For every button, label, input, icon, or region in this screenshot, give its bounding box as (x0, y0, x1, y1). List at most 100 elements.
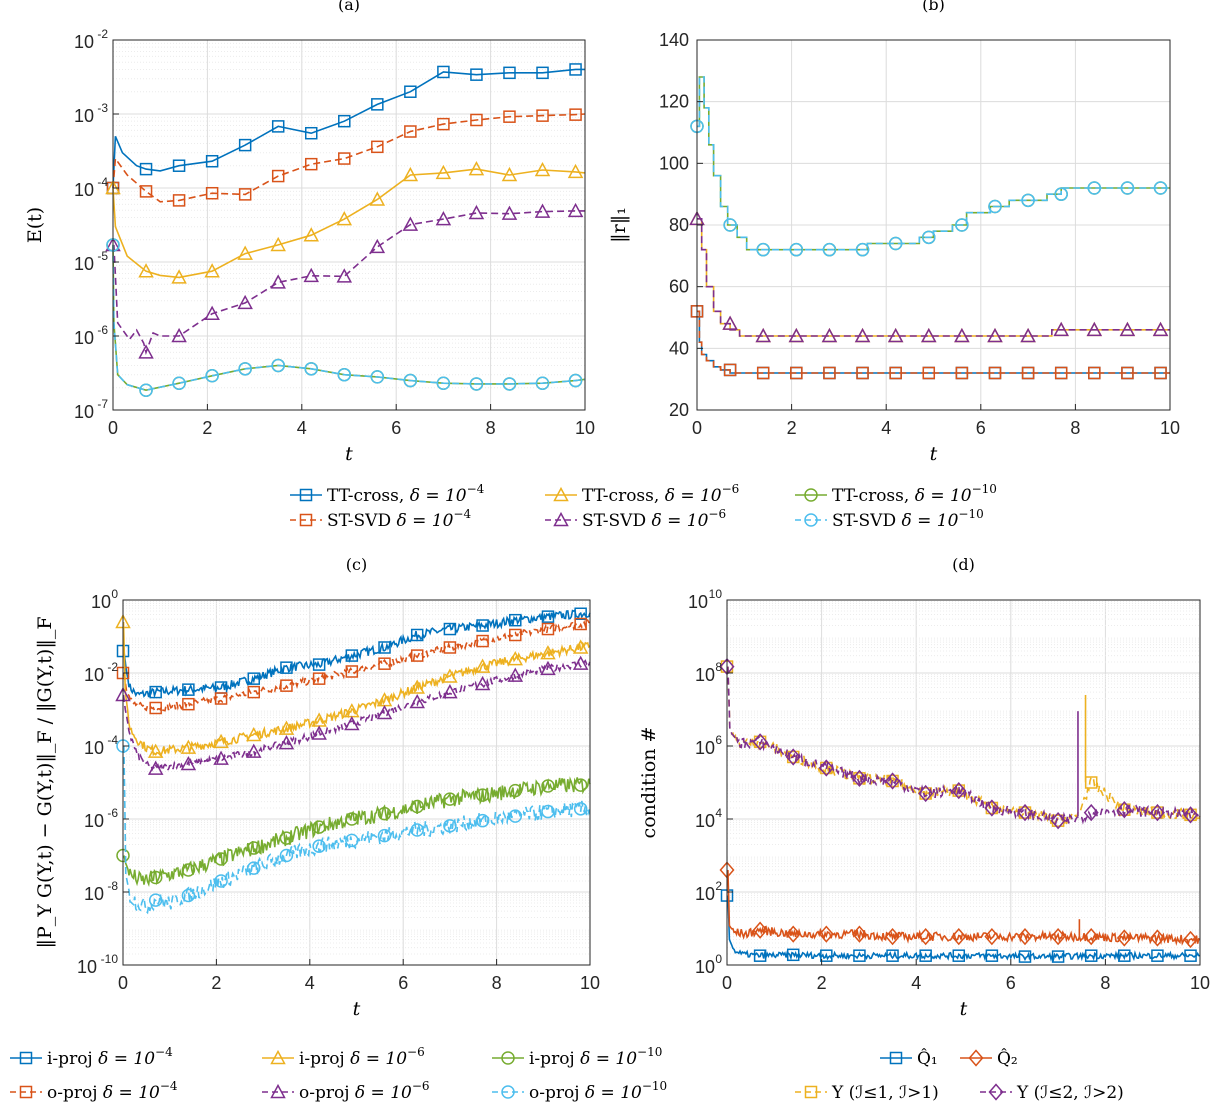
marker (369, 191, 386, 206)
marker (312, 820, 326, 834)
series-line (123, 776, 591, 887)
series-line (123, 745, 591, 915)
legend-entry: Y (ℐ≤2, ℐ>2) (1016, 1083, 1124, 1103)
legend-entry: ST-SVD δ = 10−10 (832, 507, 984, 531)
marker (139, 383, 153, 397)
marker (752, 733, 768, 751)
chart-title: (b) (922, 0, 945, 14)
marker (1183, 806, 1199, 824)
x-tick-label: 8 (486, 418, 496, 438)
marker (205, 369, 219, 383)
marker (181, 863, 196, 877)
marker (1149, 929, 1165, 947)
marker (443, 641, 457, 654)
marker (442, 684, 458, 699)
marker (336, 211, 353, 226)
marker (534, 203, 551, 218)
marker (507, 651, 524, 666)
marker (180, 739, 197, 754)
marker (1121, 366, 1134, 380)
marker (138, 263, 154, 278)
x-tick-label: 6 (976, 418, 986, 438)
marker (171, 269, 187, 284)
marker (756, 242, 770, 257)
marker (952, 784, 966, 797)
marker (404, 85, 417, 98)
marker (345, 665, 359, 678)
marker (785, 748, 801, 766)
marker (280, 661, 293, 674)
legend-marker (501, 1085, 515, 1099)
y-axis-label: condition # (638, 727, 660, 839)
y-tick-label: 10 (74, 180, 94, 200)
marker (280, 679, 293, 692)
marker (304, 126, 318, 140)
marker (569, 108, 582, 121)
y-tick-exponent: 10 (709, 587, 723, 601)
marker (435, 164, 452, 180)
marker (573, 778, 588, 792)
marker (851, 769, 867, 787)
y-tick-exponent: 2 (715, 879, 722, 893)
legend-entry: ST-SVD δ = 10−6 (582, 507, 726, 531)
y-tick-exponent: -5 (97, 249, 108, 263)
legend-marker (804, 488, 818, 502)
marker (536, 66, 549, 80)
legend-marker (988, 1083, 1004, 1101)
y-axis-label: ‖P_Y G(Y,t) − G(Y,t)‖_F / ‖G(Y,t)‖_F (34, 616, 56, 948)
tick-labels: 0 2 4 6 8 10-710-610-510-410-310-210 (74, 27, 595, 438)
marker (1152, 321, 1169, 337)
marker (344, 715, 360, 731)
marker (853, 949, 866, 962)
marker (237, 294, 253, 310)
marker (345, 812, 359, 826)
marker (149, 685, 162, 699)
x-tick-label: 8 (1070, 418, 1080, 438)
marker (312, 658, 326, 671)
y-axis-label: E(t) (24, 207, 46, 243)
marker (147, 760, 164, 775)
marker (474, 675, 491, 691)
marker (1020, 327, 1036, 343)
marker (541, 804, 555, 819)
marker (918, 784, 934, 803)
marker (476, 634, 489, 648)
plot-area (727, 600, 1200, 965)
marker (376, 704, 393, 720)
marker (437, 65, 450, 79)
marker (182, 697, 195, 711)
marker (410, 823, 424, 837)
marker (470, 113, 483, 127)
legend-marker (299, 488, 313, 502)
x-tick-label: 0 (692, 418, 702, 438)
y-tick-label: 10 (84, 884, 104, 904)
marker (1087, 181, 1102, 195)
marker (723, 218, 737, 232)
y-tick-exponent: 0 (111, 587, 118, 601)
y-tick-exponent: -3 (97, 101, 108, 115)
marker (888, 236, 903, 251)
y-tick-label: 10 (695, 665, 715, 685)
marker (1051, 814, 1065, 827)
marker (402, 216, 419, 231)
chart-c: (c)0 2 4 6 8 10-1010-810-610-410-210010t‖P_Y … (34, 555, 600, 1020)
marker (442, 668, 458, 683)
y-tick-label: 10 (74, 106, 94, 126)
x-tick-label: 2 (202, 418, 212, 438)
marker (507, 667, 524, 682)
marker (788, 327, 805, 343)
marker (540, 645, 556, 660)
marker (1021, 366, 1035, 380)
x-tick-label: 8 (1100, 973, 1110, 993)
y-tick-label: 40 (669, 338, 689, 358)
marker (247, 672, 261, 685)
x-tick-label: 8 (492, 973, 502, 993)
marker (205, 186, 219, 200)
x-tick-label: 2 (817, 973, 827, 993)
x-tick-label: 2 (787, 418, 797, 438)
marker (1084, 776, 1098, 789)
y-tick-label: 10 (74, 328, 94, 348)
marker (1017, 803, 1033, 822)
marker (312, 672, 326, 685)
legend-entry: o-proj δ = 10−10 (529, 1079, 667, 1103)
